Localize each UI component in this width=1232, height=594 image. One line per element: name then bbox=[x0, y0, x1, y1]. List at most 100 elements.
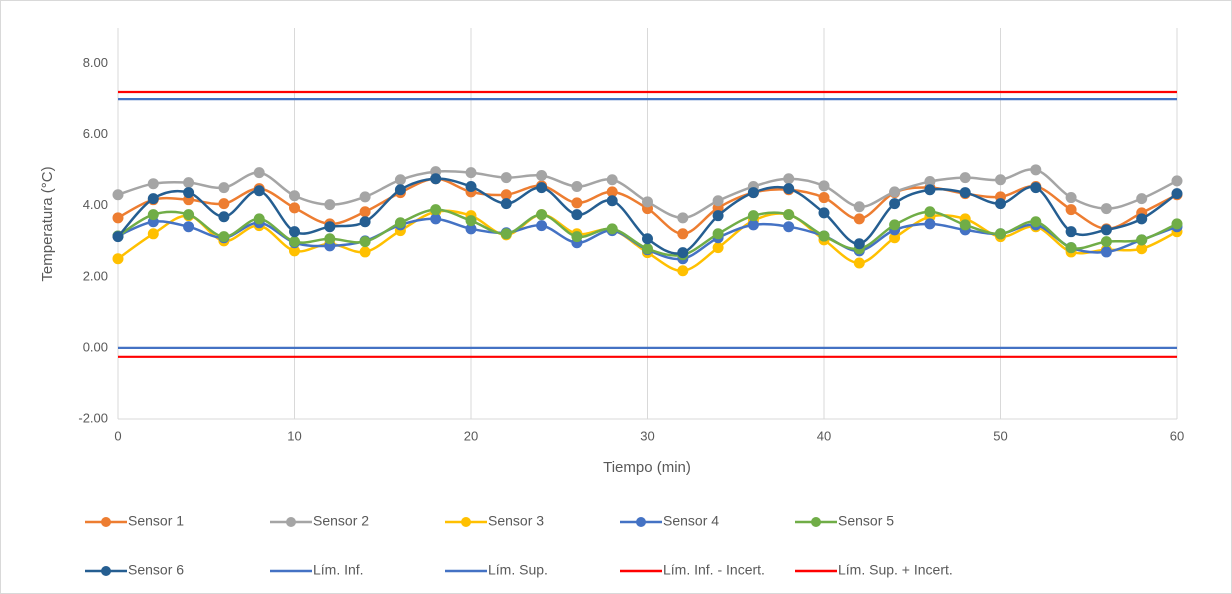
series-marker bbox=[536, 220, 548, 232]
series-marker bbox=[500, 198, 512, 210]
series-marker bbox=[253, 185, 265, 197]
series-marker bbox=[218, 198, 230, 210]
series-marker bbox=[394, 174, 406, 186]
series-marker bbox=[1100, 203, 1112, 215]
legend-marker bbox=[286, 517, 296, 527]
legend-label: Lím. Sup. bbox=[488, 562, 548, 578]
legend-label: Sensor 1 bbox=[128, 513, 184, 529]
series-marker bbox=[959, 172, 971, 184]
legend-label: Lím. Sup. + Incert. bbox=[838, 562, 953, 578]
series-marker bbox=[571, 209, 583, 221]
series-marker bbox=[677, 265, 689, 277]
legend-marker bbox=[101, 517, 111, 527]
x-tick-label: 30 bbox=[640, 428, 654, 443]
series-marker bbox=[1030, 164, 1042, 176]
series-marker bbox=[430, 173, 442, 185]
series-marker bbox=[465, 181, 477, 193]
series-marker bbox=[183, 187, 195, 199]
series-marker bbox=[1136, 213, 1148, 225]
series-marker bbox=[218, 231, 230, 243]
series-marker bbox=[359, 246, 371, 258]
series-marker bbox=[218, 211, 230, 223]
series-marker bbox=[1171, 188, 1183, 200]
series-marker bbox=[995, 198, 1006, 210]
series-marker bbox=[677, 247, 689, 259]
series-marker bbox=[324, 233, 336, 245]
series-marker bbox=[606, 195, 618, 207]
series-marker bbox=[818, 207, 830, 219]
series-marker bbox=[747, 219, 759, 231]
x-tick-label: 60 bbox=[1170, 428, 1184, 443]
series-marker bbox=[1100, 224, 1112, 236]
series-marker bbox=[1030, 182, 1042, 194]
series-marker bbox=[642, 196, 653, 208]
series-marker bbox=[430, 213, 442, 225]
legend-label: Sensor 4 bbox=[663, 513, 719, 529]
series-marker bbox=[889, 219, 901, 231]
series-marker bbox=[536, 209, 548, 221]
series-marker bbox=[677, 212, 689, 224]
x-axis-title: Tiempo (min) bbox=[603, 459, 691, 476]
series-marker bbox=[1171, 218, 1183, 230]
legend-label: Sensor 3 bbox=[488, 513, 544, 529]
y-tick-label: 0.00 bbox=[83, 339, 108, 354]
series-marker bbox=[500, 172, 512, 184]
series-marker bbox=[889, 186, 901, 198]
legend-label: Lím. Inf. - Incert. bbox=[663, 562, 765, 578]
series-marker bbox=[147, 209, 159, 221]
series-marker bbox=[995, 228, 1006, 240]
series-marker bbox=[1030, 216, 1042, 228]
series-marker bbox=[712, 210, 724, 222]
legend-label: Sensor 5 bbox=[838, 513, 894, 529]
series-marker bbox=[571, 231, 583, 243]
series-marker bbox=[677, 228, 689, 240]
series-marker bbox=[818, 230, 830, 242]
legend-marker bbox=[461, 517, 471, 527]
series-marker bbox=[289, 236, 300, 248]
series-marker bbox=[465, 215, 477, 227]
series-marker bbox=[183, 177, 195, 189]
series-marker bbox=[712, 195, 724, 207]
series-marker bbox=[1065, 242, 1077, 254]
series-marker bbox=[183, 221, 195, 233]
series-marker bbox=[1065, 204, 1077, 216]
series-marker bbox=[324, 221, 336, 233]
y-tick-label: 8.00 bbox=[83, 55, 108, 70]
series-marker bbox=[853, 257, 865, 269]
legend-label: Sensor 2 bbox=[313, 513, 369, 529]
y-axis-title: Temperatura (°C) bbox=[39, 166, 56, 281]
series-marker bbox=[924, 206, 936, 218]
series-marker bbox=[1171, 175, 1183, 187]
x-tick-label: 40 bbox=[817, 428, 831, 443]
x-tick-label: 50 bbox=[993, 428, 1007, 443]
series-marker bbox=[112, 253, 124, 265]
series-marker bbox=[783, 221, 795, 233]
series-marker bbox=[1136, 193, 1148, 205]
series-marker bbox=[783, 183, 795, 195]
series-marker bbox=[959, 187, 971, 199]
series-marker bbox=[853, 201, 865, 213]
series-marker bbox=[183, 209, 195, 221]
series-marker bbox=[606, 174, 618, 186]
series-marker bbox=[642, 233, 653, 245]
legend-label: Sensor 6 bbox=[128, 562, 184, 578]
series-marker bbox=[924, 184, 936, 196]
series-marker bbox=[359, 191, 371, 203]
series-marker bbox=[253, 167, 265, 179]
series-marker bbox=[289, 202, 300, 214]
series-marker bbox=[642, 243, 653, 255]
x-tick-label: 20 bbox=[464, 428, 478, 443]
series-marker bbox=[1136, 234, 1148, 246]
legend-marker bbox=[636, 517, 646, 527]
y-tick-label: -2.00 bbox=[78, 410, 108, 425]
x-tick-label: 0 bbox=[114, 428, 121, 443]
series-marker bbox=[1065, 192, 1077, 204]
series-marker bbox=[818, 192, 830, 204]
series-marker bbox=[959, 219, 971, 231]
series-marker bbox=[394, 217, 406, 229]
series-marker bbox=[1100, 246, 1112, 258]
series-marker bbox=[324, 199, 336, 211]
legend-label: Lím. Inf. bbox=[313, 562, 364, 578]
series-marker bbox=[359, 216, 371, 228]
